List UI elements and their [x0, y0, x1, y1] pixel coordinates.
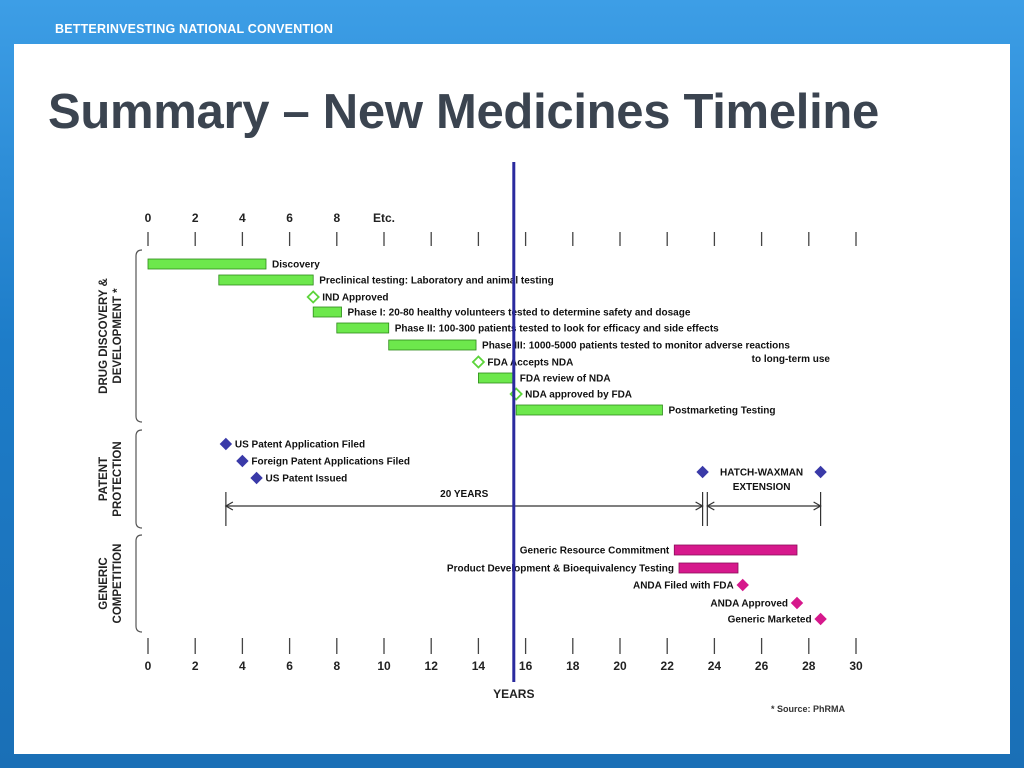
bottom-tick-label: 0 — [145, 659, 152, 673]
milestone-diamond — [236, 454, 249, 468]
group-label-generic: GENERIC — [98, 557, 110, 609]
header-band: BETTERINVESTING NATIONAL CONVENTION — [0, 0, 1024, 44]
milestone-label: NDA approved by FDA — [525, 390, 632, 401]
bottom-tick-label: 4 — [239, 659, 246, 673]
top-tick-label: 8 — [333, 211, 340, 225]
timeline-bar — [515, 404, 663, 416]
bar-label: Product Development & Bioequivalency Tes… — [447, 564, 674, 575]
bottom-tick-label: 10 — [377, 659, 391, 673]
timeline-bar — [218, 274, 314, 286]
group-bracket — [135, 429, 143, 529]
bottom-tick-label: 18 — [566, 659, 580, 673]
group-label-drug: DEVELOPMENT * — [112, 288, 124, 384]
bottom-tick-label: 12 — [425, 659, 439, 673]
group-label-patent: PROTECTION — [112, 441, 124, 516]
milestone-diamond — [736, 578, 749, 592]
bottom-tick-label: 30 — [849, 659, 863, 673]
bottom-tick-label: 22 — [661, 659, 675, 673]
bottom-tick-label: 28 — [802, 659, 816, 673]
bar-label: Postmarketing Testing — [668, 406, 775, 417]
top-tick-label: 6 — [286, 211, 293, 225]
milestone-diamond — [790, 596, 804, 610]
milestone-diamond — [471, 355, 486, 369]
group-bracket — [135, 534, 143, 633]
milestone-label: ANDA Filed with FDA — [633, 581, 734, 592]
conference-label: BETTERINVESTING NATIONAL CONVENTION — [55, 22, 334, 36]
milestone-diamond — [219, 437, 233, 451]
milestone-label: HATCH-WAXMAN — [720, 468, 803, 479]
milestone-label-continued: EXTENSION — [733, 482, 791, 493]
bar-label: Generic Resource Commitment — [520, 546, 670, 557]
bottom-tick-label: 6 — [286, 659, 293, 673]
milestone-diamond — [814, 465, 827, 479]
content-panel — [14, 44, 1010, 754]
bar-label: Discovery — [272, 260, 320, 271]
bar-label: Phase II: 100-300 patients tested to loo… — [395, 324, 719, 335]
slide-title: Summary – New Medicines Timeline — [48, 85, 879, 139]
bottom-tick-label: 26 — [755, 659, 769, 673]
top-tick-label: Etc. — [373, 211, 395, 225]
timeline-bar — [678, 562, 739, 574]
bottom-tick-label: 2 — [192, 659, 199, 673]
timeline-bar — [477, 372, 515, 384]
bar-label: Phase III: 1000-5000 patients tested to … — [482, 341, 790, 352]
bar-label: FDA review of NDA — [520, 374, 611, 385]
group-bracket — [135, 249, 143, 423]
milestone-diamond — [306, 290, 320, 304]
top-tick-label: 4 — [239, 211, 246, 225]
x-axis-title: YEARS — [493, 687, 534, 701]
bottom-tick-label: 14 — [472, 659, 486, 673]
bottom-tick-label: 16 — [519, 659, 533, 673]
milestone-diamond — [696, 465, 709, 479]
top-tick-label: 0 — [145, 211, 152, 225]
timeline-bar — [336, 322, 390, 334]
milestone-label: Generic Marketed — [728, 615, 812, 626]
span-label: 20 YEARS — [440, 489, 489, 500]
bar-label: Phase I: 20-80 healthy volunteers tested… — [348, 308, 691, 319]
group-label-generic: COMPETITION — [112, 544, 124, 624]
bottom-tick-label: 24 — [708, 659, 722, 673]
bar-label-continued: to long-term use — [752, 354, 831, 365]
milestone-label: ANDA Approved — [710, 599, 788, 610]
group-label-drug: DRUG DISCOVERY & — [98, 278, 110, 394]
timeline-bar — [312, 306, 342, 318]
milestone-diamond — [250, 471, 263, 485]
milestone-label: Foreign Patent Applications Filed — [251, 457, 410, 468]
milestone-label: US Patent Application Filed — [235, 440, 365, 451]
milestone-label: US Patent Issued — [266, 474, 348, 485]
timeline-bar — [147, 258, 267, 270]
timeline-bar — [673, 544, 798, 556]
group-label-patent: PATENT — [98, 457, 110, 501]
bar-label: Preclinical testing: Laboratory and anim… — [319, 276, 554, 287]
source-note: * Source: PhRMA — [771, 704, 846, 714]
milestone-label: IND Approved — [322, 293, 388, 304]
bottom-tick-label: 8 — [333, 659, 340, 673]
timeline-bar — [388, 339, 477, 351]
bottom-tick-label: 20 — [613, 659, 627, 673]
top-tick-label: 2 — [192, 211, 199, 225]
milestone-label: FDA Accepts NDA — [487, 358, 573, 369]
milestone-diamond — [814, 612, 827, 626]
